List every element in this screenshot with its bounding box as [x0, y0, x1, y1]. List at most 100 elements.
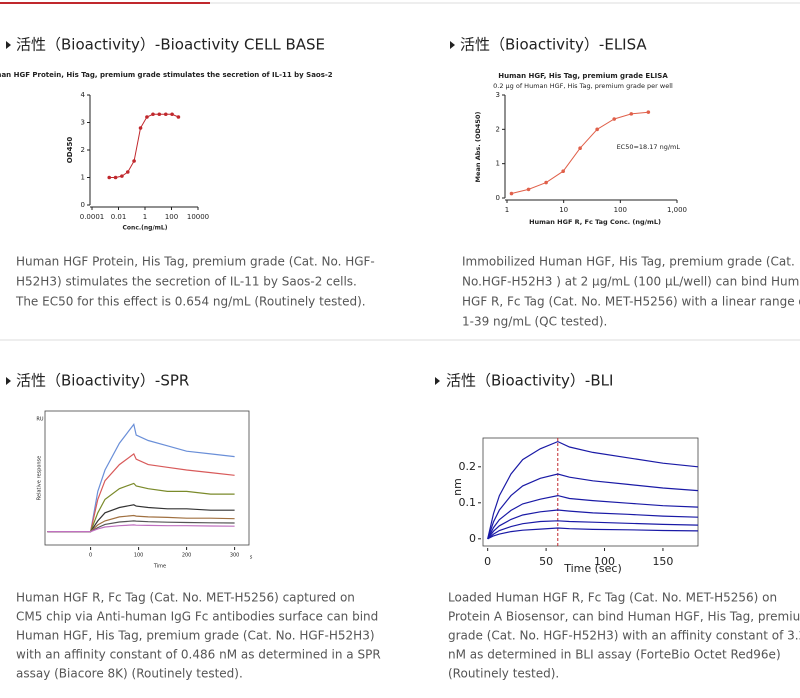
description-line: CM5 chip via Anti-human IgG Fc antibodie…	[16, 610, 378, 624]
description-line: assay (Biacore 8K) (Routinely tested).	[16, 667, 243, 681]
data-point	[544, 180, 548, 185]
y-unit: RU	[36, 417, 43, 423]
series-line	[47, 524, 235, 533]
title: Human HGF, His Tag, premium grade ELISA	[498, 72, 668, 80]
data-point	[107, 175, 112, 180]
data-point	[145, 115, 149, 119]
y-tick-label: 0	[496, 194, 500, 202]
x-tick-label: 0.0001	[80, 213, 105, 221]
series-line	[47, 514, 235, 533]
y-tick-label: 0	[469, 532, 476, 545]
data-point	[646, 110, 651, 114]
series-line	[487, 509, 699, 540]
x-tick-label: 0.01	[111, 213, 127, 221]
x-tick-label: 200	[182, 553, 192, 559]
y-tick-label: 0.1	[459, 496, 477, 509]
y-label: Mean Abs. (OD450)	[474, 112, 482, 183]
heading-marker	[6, 377, 11, 385]
description-line: Human HGF R, Fc Tag (Cat. No. MET-H5256)…	[16, 591, 355, 605]
description-line: Protein A Biosensor, can bind Human HGF,…	[448, 610, 800, 624]
subtitle: 0.2 μg of Human HGF, His Tag, premium gr…	[493, 82, 673, 90]
x-label: Human HGF R, Fc Tag Conc. (ng/mL)	[529, 218, 661, 226]
x-label: Time	[153, 564, 166, 570]
data-point	[163, 112, 168, 117]
series-line	[47, 520, 235, 533]
title: Human HGF Protein, His Tag, premium grad…	[0, 71, 333, 79]
y-tick-label: 2	[81, 146, 85, 154]
description-line: HGF R, Fc Tag (Cat. No. MET-H5256) with …	[462, 295, 800, 309]
x-tick-label: 0	[484, 555, 491, 568]
y-tick-label: 2	[496, 125, 500, 133]
y-label: OD450	[66, 137, 74, 164]
series-line	[487, 520, 699, 540]
x-tick-label: 50	[539, 555, 553, 568]
heading-marker	[6, 41, 11, 49]
plot-frame	[44, 410, 250, 546]
x-tick-label: 1	[505, 206, 509, 214]
series-line	[47, 452, 235, 533]
y-tick-label: 0.2	[459, 460, 477, 473]
x-tick-label: 150	[652, 555, 673, 568]
data-point	[629, 112, 634, 116]
x-tick-label: 1	[143, 213, 147, 221]
series-line	[487, 440, 699, 539]
description-line: Human HGF, His Tag, premium grade (Cat. …	[16, 629, 375, 643]
x-label: Conc.(ng/mL)	[123, 225, 168, 232]
data-point	[151, 112, 155, 117]
y-tick-label: 1	[81, 174, 85, 182]
data-point	[170, 112, 174, 117]
y-tick-label: 3	[496, 91, 500, 99]
data-point	[509, 191, 514, 196]
plot-frame	[482, 437, 699, 547]
x-tick-label: 100	[594, 555, 615, 568]
data-point	[595, 127, 599, 132]
heading-marker	[435, 377, 440, 385]
description-line: Loaded Human HGF R, Fc Tag (Cat. No. MET…	[448, 591, 777, 605]
x-tick-label: 100	[134, 553, 144, 559]
heading-marker	[450, 41, 455, 49]
series-line	[47, 504, 235, 533]
data-point	[132, 159, 136, 163]
description-line: 1-39 ng/mL (QC tested).	[462, 315, 607, 329]
series-line	[487, 473, 699, 539]
x-tick-label: 10000	[187, 213, 209, 221]
data-point	[138, 126, 143, 130]
description-line: nM as determined in BLI assay (ForteBio …	[448, 648, 781, 662]
description-line: The EC50 for this effect is 0.654 ng/mL …	[15, 295, 366, 309]
x-tick-label: 0	[89, 553, 92, 559]
description-line: No.HGF-H52H3 ) at 2 μg/mL (100 μL/well) …	[462, 275, 800, 289]
panel-heading: 活性（Bioactivity）-SPR	[16, 372, 189, 390]
panel-heading: 活性（Bioactivity）-ELISA	[460, 36, 647, 54]
x-tick-label: 10	[559, 206, 568, 214]
panel-heading: 活性（Bioactivity）-BLI	[446, 372, 613, 390]
y-label: nm	[451, 478, 464, 496]
description-line: H52H3) stimulates the secretion of IL-11…	[16, 275, 357, 289]
x-label: Time (sec)	[563, 562, 622, 575]
x-tick-label: 100	[614, 206, 627, 214]
y-tick-label: 1	[496, 160, 500, 168]
y-tick-label: 0	[81, 201, 85, 209]
y-tick-label: 4	[81, 91, 86, 99]
data-point	[120, 174, 124, 178]
data-point	[176, 115, 181, 119]
series-line	[47, 482, 235, 533]
panel-heading: 活性（Bioactivity）-Bioactivity CELL BASE	[16, 36, 325, 54]
data-point	[526, 187, 531, 192]
data-point	[113, 175, 118, 180]
series-line	[511, 111, 649, 194]
data-point	[578, 146, 582, 151]
data-point	[157, 112, 162, 117]
series-line	[487, 494, 699, 540]
x-tick-label: 300	[230, 553, 240, 559]
x-unit: s	[250, 555, 253, 561]
y-label: Relative response	[37, 456, 43, 500]
description-line: Immobilized Human HGF, His Tag, premium …	[462, 255, 795, 269]
annotation: EC50=18.17 ng/mL	[617, 143, 681, 151]
series-line	[487, 527, 699, 540]
description-line: with an affinity constant of 0.486 nM as…	[16, 648, 381, 662]
data-point	[125, 170, 130, 174]
description-line: grade (Cat. No. HGF-H52H3) with an affin…	[448, 629, 800, 643]
y-tick-label: 3	[81, 119, 85, 127]
series-line	[109, 113, 179, 178]
